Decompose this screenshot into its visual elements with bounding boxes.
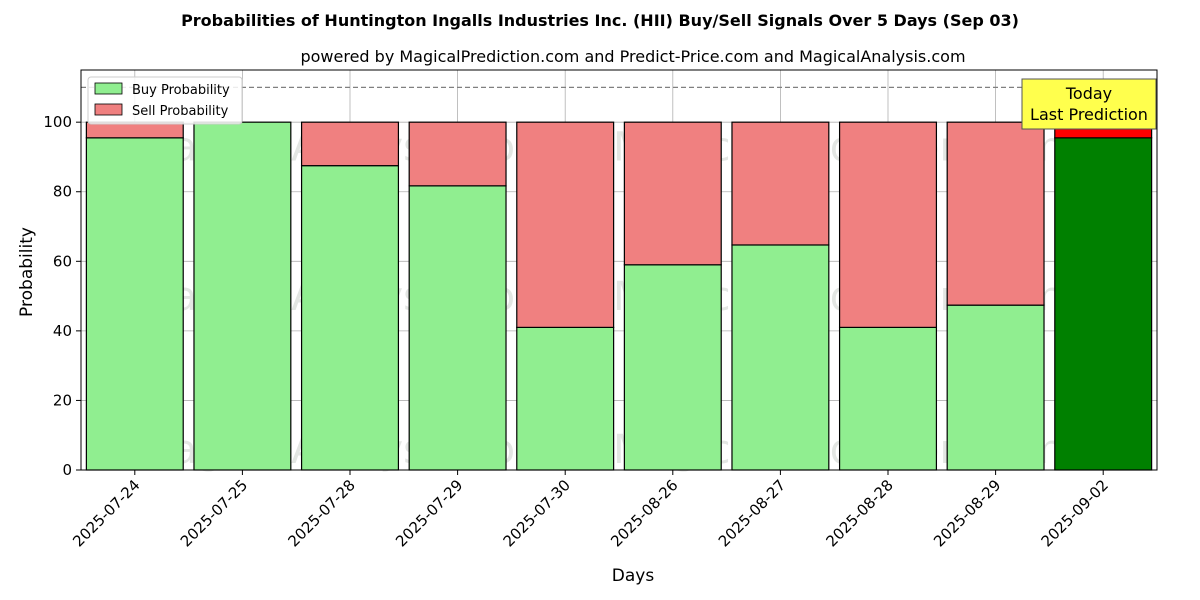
x-tick-label: 2025-07-30 bbox=[500, 476, 574, 550]
sell-bar bbox=[408, 121, 507, 187]
y-axis-label: Probability bbox=[17, 227, 37, 317]
legend-sell-label: Sell Probability bbox=[132, 104, 229, 119]
chart-title: Probabilities of Huntington Ingalls Indu… bbox=[181, 11, 1019, 30]
legend-sell-swatch bbox=[94, 103, 123, 116]
buy-bar bbox=[1054, 137, 1153, 471]
x-axis-label: Days bbox=[612, 566, 655, 586]
today-annotation: Today Last Prediction bbox=[1021, 78, 1157, 130]
buy-bar bbox=[516, 326, 615, 471]
buy-bar bbox=[193, 121, 292, 471]
x-tick-label: 2025-08-29 bbox=[930, 476, 1004, 550]
x-tick-label: 2025-08-26 bbox=[607, 476, 681, 550]
legend-buy-label: Buy Probability bbox=[132, 83, 230, 98]
annotation-line2: Last Prediction bbox=[1030, 105, 1148, 124]
x-tick-label: 2025-08-27 bbox=[715, 476, 789, 550]
buy-bar bbox=[946, 304, 1045, 471]
x-tick-label: 2025-07-24 bbox=[69, 476, 143, 550]
x-tick-label: 2025-07-29 bbox=[392, 476, 466, 550]
buy-bar bbox=[623, 264, 722, 471]
annotation-line1: Today bbox=[1065, 84, 1112, 103]
bar-layer bbox=[85, 121, 1153, 471]
x-tick-label: 2025-09-02 bbox=[1038, 476, 1112, 550]
y-tick-label: 100 bbox=[43, 113, 72, 131]
y-tick-label: 40 bbox=[53, 322, 72, 340]
y-tick-label: 20 bbox=[53, 391, 72, 409]
sell-bar bbox=[946, 121, 1045, 306]
buy-bar bbox=[408, 185, 507, 471]
legend: Buy Probability Sell Probability bbox=[87, 76, 243, 125]
x-tick-label: 2025-08-28 bbox=[822, 476, 896, 550]
annotation-box bbox=[1021, 78, 1157, 130]
buy-bar bbox=[838, 326, 938, 471]
y-tick-label: 60 bbox=[53, 252, 72, 270]
sell-bar bbox=[731, 121, 830, 246]
legend-buy-swatch bbox=[94, 82, 123, 95]
sell-bar bbox=[838, 121, 938, 328]
x-tick-label: 2025-07-25 bbox=[177, 476, 251, 550]
buy-bar bbox=[731, 244, 830, 471]
legend-frame bbox=[87, 76, 243, 125]
x-tick-label: 2025-07-28 bbox=[284, 476, 358, 550]
chart-subtitle: powered by MagicalPrediction.com and Pre… bbox=[300, 47, 965, 66]
sell-bar bbox=[300, 121, 400, 167]
sell-bar bbox=[85, 121, 184, 139]
sell-bar bbox=[623, 121, 722, 266]
y-tick-label: 0 bbox=[62, 461, 72, 479]
buy-bar bbox=[300, 165, 400, 471]
sell-bar bbox=[516, 121, 615, 328]
plot-frame bbox=[80, 69, 1158, 471]
buy-bar bbox=[85, 137, 184, 471]
y-tick-label: 80 bbox=[53, 183, 72, 201]
